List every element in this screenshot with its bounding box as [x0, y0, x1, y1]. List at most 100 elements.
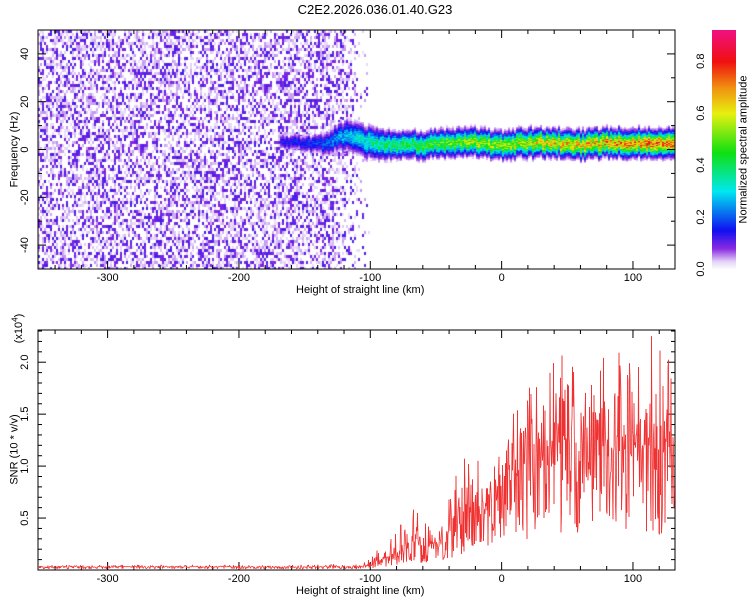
snr-trace-segment	[606, 439, 608, 514]
snr-trace-segment	[233, 566, 235, 570]
snr-trace-segment	[474, 502, 476, 544]
snr-trace-segment	[124, 566, 126, 568]
snr-trace-segment	[649, 403, 651, 490]
snr-trace-segment	[362, 566, 364, 568]
snr-trace-segment	[82, 565, 84, 569]
snr-trace-segment	[551, 440, 553, 467]
snr-trace-segment	[93, 566, 95, 568]
snr-trace-segment	[386, 556, 388, 558]
snr-trace-segment	[527, 400, 529, 411]
snr-trace-segment	[244, 566, 246, 569]
snr-trace-segment	[525, 437, 527, 494]
snr-trace-segment	[94, 566, 96, 568]
snr-trace-segment	[600, 370, 602, 491]
snr-trace-segment	[329, 565, 331, 567]
snr-trace-segment	[508, 439, 510, 470]
snr-trace-segment	[611, 447, 613, 450]
snr-trace-segment	[580, 412, 582, 499]
plot-frame	[37, 29, 676, 270]
snr-trace-segment	[282, 566, 284, 569]
snr-trace-segment	[483, 522, 485, 541]
snr-trace-segment	[580, 412, 582, 425]
x-tick-label: 100	[624, 272, 642, 284]
snr-trace-segment	[620, 397, 622, 511]
snr-trace-segment	[665, 420, 667, 442]
snr-trace-segment	[457, 510, 459, 524]
snr-trace-segment	[154, 566, 156, 569]
x-tick-label: 0	[499, 573, 505, 585]
snr-trace-segment	[672, 437, 674, 449]
snr-trace-segment	[188, 566, 190, 569]
snr-trace-segment	[521, 451, 523, 525]
snr-trace-segment	[481, 488, 483, 502]
snr-trace-segment	[513, 413, 515, 460]
snr-trace-segment	[514, 476, 516, 503]
snr-trace-segment	[256, 566, 258, 569]
snr-trace-segment	[627, 375, 629, 381]
snr-trace-segment	[582, 444, 584, 484]
snr-trace-segment	[269, 565, 271, 568]
snr-trace-segment	[111, 565, 113, 567]
snr-trace-segment	[577, 527, 579, 533]
snr-trace-segment	[68, 565, 70, 567]
snr-trace-segment	[288, 565, 290, 567]
snr-trace-segment	[51, 565, 53, 568]
snr-trace-segment	[631, 391, 633, 431]
snr-trace-segment	[57, 566, 59, 569]
snr-trace-segment	[239, 567, 241, 569]
snr-trace-segment	[496, 496, 498, 501]
snr-trace-segment	[604, 401, 606, 416]
snr-trace-segment	[443, 555, 445, 559]
snr-trace-segment	[285, 567, 287, 569]
bottom-x-axis-label: Height of straight line (km)	[296, 585, 425, 597]
snr-trace-segment	[568, 385, 570, 436]
snr-trace-segment	[92, 566, 94, 568]
snr-trace-segment	[260, 567, 262, 569]
snr-trace-segment	[68, 565, 70, 569]
snr-trace-segment	[358, 566, 360, 569]
snr-trace-segment	[521, 432, 523, 452]
snr-trace-segment	[635, 434, 637, 448]
x-tick-label: -100	[359, 272, 381, 284]
snr-trace-segment	[493, 526, 495, 531]
snr-trace-segment	[495, 479, 497, 488]
chart-title: C2E2.2026.036.01.40.G23	[297, 2, 453, 17]
x-tick-label: 0	[499, 272, 505, 284]
snr-trace-segment	[637, 451, 639, 461]
snr-trace-segment	[61, 565, 63, 567]
snr-trace-segment	[524, 433, 526, 464]
snr-trace-segment	[648, 434, 650, 446]
plot-frame	[37, 329, 676, 571]
snr-trace-segment	[523, 463, 525, 465]
x-tick-label: -200	[228, 272, 250, 284]
snr-trace-segment	[626, 375, 628, 513]
snr-trace-segment	[642, 450, 644, 504]
snr-trace-segment	[212, 566, 214, 569]
snr-trace-segment	[550, 442, 552, 450]
snr-trace-segment	[62, 565, 64, 568]
snr-trace-segment	[141, 565, 143, 568]
snr-trace-segment	[414, 534, 416, 557]
y-tick-label: 0	[19, 146, 31, 152]
snr-trace-segment	[199, 566, 201, 569]
snr-trace-segment	[497, 472, 499, 511]
snr-trace-segment	[147, 566, 149, 569]
snr-trace-segment	[80, 566, 82, 569]
snr-trace-segment	[639, 423, 641, 487]
snr-trace-segment	[434, 537, 436, 542]
snr-trace-segment	[166, 565, 168, 568]
snr-trace-segment	[568, 435, 570, 446]
y-multiplier-label: (x104)	[10, 313, 26, 344]
snr-trace-segment	[565, 438, 567, 471]
colorbar-label: Normalized spectral amplitude	[737, 75, 750, 224]
snr-trace-segment	[646, 413, 648, 452]
snr-trace-segment	[621, 436, 623, 494]
snr-trace-segment	[629, 378, 631, 454]
snr-trace-segment	[507, 447, 509, 510]
snr-trace-segment	[663, 448, 665, 453]
snr-trace-segment	[636, 424, 638, 461]
snr-trace-segment	[457, 501, 459, 511]
snr-trace-segment	[428, 544, 430, 547]
y-tick-label: -40	[19, 237, 31, 253]
snr-trace-segment	[160, 564, 162, 566]
